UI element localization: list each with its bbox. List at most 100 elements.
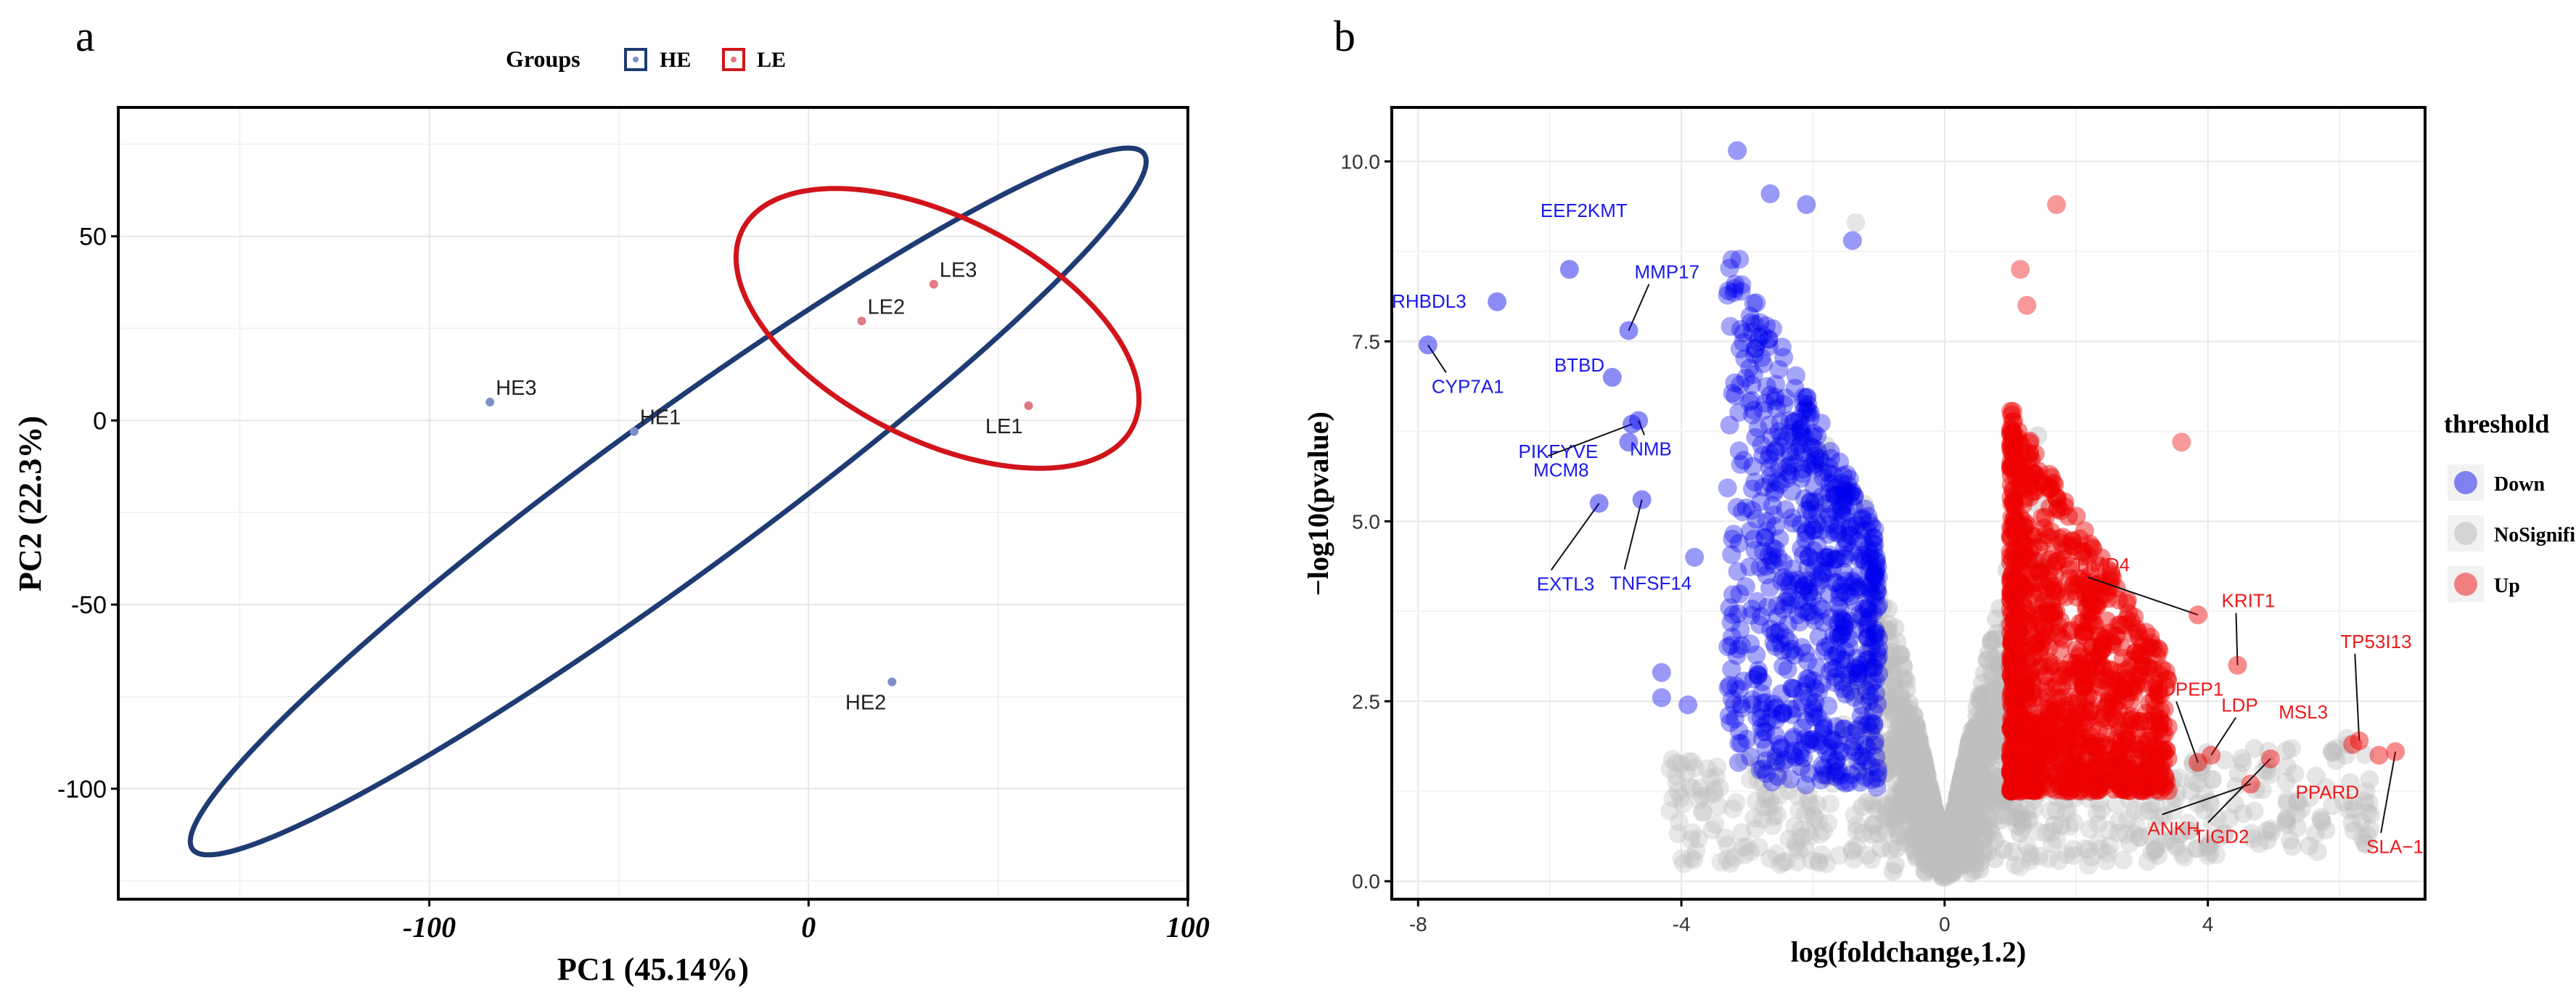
volcano-point-nosig (1883, 671, 1903, 691)
volcano-labeled-point (1559, 260, 1579, 279)
volcano-point-nosig (1945, 823, 1964, 843)
volcano-point-nosig (1956, 833, 1975, 853)
volcano-point-nosig (1997, 682, 2016, 702)
volcano-point-nosig (1943, 819, 1962, 838)
volcano-point-nosig (1996, 793, 2015, 813)
volcano-point-nosig (1919, 833, 1939, 853)
volcano-point-nosig (1941, 816, 1961, 835)
volcano-point-nosig (1735, 845, 1754, 864)
volcano-point-nosig (1951, 795, 1971, 814)
volcano-point-nosig (1985, 831, 2005, 851)
volcano-point-down (1723, 529, 1742, 549)
volcano-legend-label-nosig: NoSignifi (2494, 524, 2575, 546)
volcano-point-nosig (1965, 721, 1985, 740)
volcano-point-nosig (1946, 844, 1966, 864)
volcano-point-nosig (1919, 820, 1939, 839)
volcano-point-nosig (1989, 767, 2009, 787)
volcano-point-nosig (1934, 841, 1953, 861)
volcano-point-nosig (1961, 864, 1981, 883)
volcano-point-nosig (1894, 658, 1913, 677)
volcano-point-nosig (1959, 761, 1979, 781)
volcano-point-nosig (1935, 845, 1954, 865)
volcano-legend-dot-down (2454, 471, 2477, 494)
volcano-point-nosig (1993, 791, 2013, 811)
volcano-point-up (2003, 670, 2022, 689)
volcano-point-nosig (2109, 812, 2128, 832)
volcano-point-nosig (1978, 842, 1998, 861)
volcano-point-nosig (1925, 800, 1945, 820)
volcano-point-nosig (1913, 805, 1932, 824)
volcano-point-nosig (1983, 787, 2003, 806)
volcano-point-nosig (1920, 786, 1940, 806)
volcano-point-nosig (1962, 803, 1982, 823)
volcano-point-nosig (1931, 829, 1951, 848)
volcano-point-nosig (1890, 645, 1909, 665)
volcano-point-nosig (1924, 800, 1944, 819)
volcano-point-nosig (1919, 817, 1939, 837)
volcano-point-nosig (1908, 778, 1927, 798)
volcano-point-nosig (1948, 790, 1966, 808)
volcano-point-nosig (1882, 730, 1901, 750)
volcano-point-nosig (1964, 774, 1983, 793)
volcano-y-tick-label: 7.5 (1352, 330, 1380, 353)
volcano-point-nosig (1903, 743, 1923, 763)
volcano-point-nosig (1912, 799, 1932, 819)
volcano-point-nosig (1905, 729, 1924, 749)
volcano-point-nosig (1985, 709, 2004, 729)
volcano-point-nosig (1883, 861, 1903, 881)
volcano-point-nosig (1924, 838, 1943, 857)
volcano-point-nosig (1753, 809, 1773, 829)
volcano-point-nosig (1990, 658, 2010, 678)
volcano-point-nosig (1940, 824, 1959, 843)
volcano-point-nosig (1864, 716, 1884, 735)
volcano-point-down (1730, 584, 1750, 604)
volcano-point-nosig (1921, 809, 1941, 829)
volcano-point-nosig (1968, 792, 1988, 811)
volcano-point-up (2126, 758, 2146, 778)
volcano-labeled-point (1418, 335, 1437, 355)
volcano-point-nosig (1941, 816, 1961, 836)
volcano-point-nosig (1920, 808, 1940, 827)
volcano-point-nosig (1972, 714, 1992, 733)
volcano-point-nosig (1924, 832, 1944, 852)
volcano-point-nosig (1919, 822, 1938, 842)
volcano-point-nosig (1915, 819, 1935, 839)
volcano-point-nosig (1959, 733, 1979, 753)
volcano-point-up (2056, 549, 2075, 568)
panel-letter-b: b (1334, 12, 1355, 60)
volcano-point-nosig (1990, 785, 2009, 804)
volcano-point-nosig (1961, 784, 1980, 803)
pca-panel: a Groups HE LE HE3 HE1 HE2 LE3 LE2 LE1 -100 0 1… (12, 12, 1210, 987)
volcano-point-nosig (1988, 779, 2007, 799)
volcano-point-nosig (1939, 851, 1958, 870)
volcano-point-nosig (1925, 816, 1945, 835)
volcano-point-nosig (1940, 826, 1958, 845)
volcano-point-nosig (1906, 714, 1926, 734)
pca-legend-key-he (624, 48, 647, 71)
volcano-point-nosig (1941, 819, 1961, 838)
volcano-point-nosig (1922, 799, 1942, 819)
volcano-point-nosig (1895, 758, 1914, 777)
volcano-point-nosig (1985, 629, 2005, 649)
volcano-point-nosig (1853, 756, 1872, 775)
volcano-point-down (1743, 456, 1763, 476)
pca-point-label: HE1 (640, 406, 681, 430)
volcano-point-nosig (1909, 833, 1929, 853)
volcano-point-nosig (1879, 697, 1899, 717)
volcano-labeled-point (2386, 742, 2405, 761)
volcano-point-nosig (1945, 810, 1964, 830)
volcano-point-nosig (1935, 845, 1954, 864)
volcano-point-nosig (1990, 599, 2009, 618)
volcano-point-nosig (1916, 758, 1935, 777)
volcano-point-nosig (1980, 821, 2000, 840)
volcano-point-nosig (1961, 849, 1980, 869)
volcano-point-down (1754, 401, 1773, 420)
volcano-point-nosig (1908, 722, 1927, 741)
volcano-point-nosig (1910, 770, 1929, 790)
volcano-point-nosig (1950, 778, 1969, 798)
volcano-point-nosig (1914, 752, 1934, 771)
volcano-point-nosig (2244, 739, 2264, 758)
volcano-point-nosig (2138, 851, 2157, 871)
volcano-point-nosig (1898, 753, 1918, 773)
volcano-point-nosig (1908, 805, 1928, 824)
